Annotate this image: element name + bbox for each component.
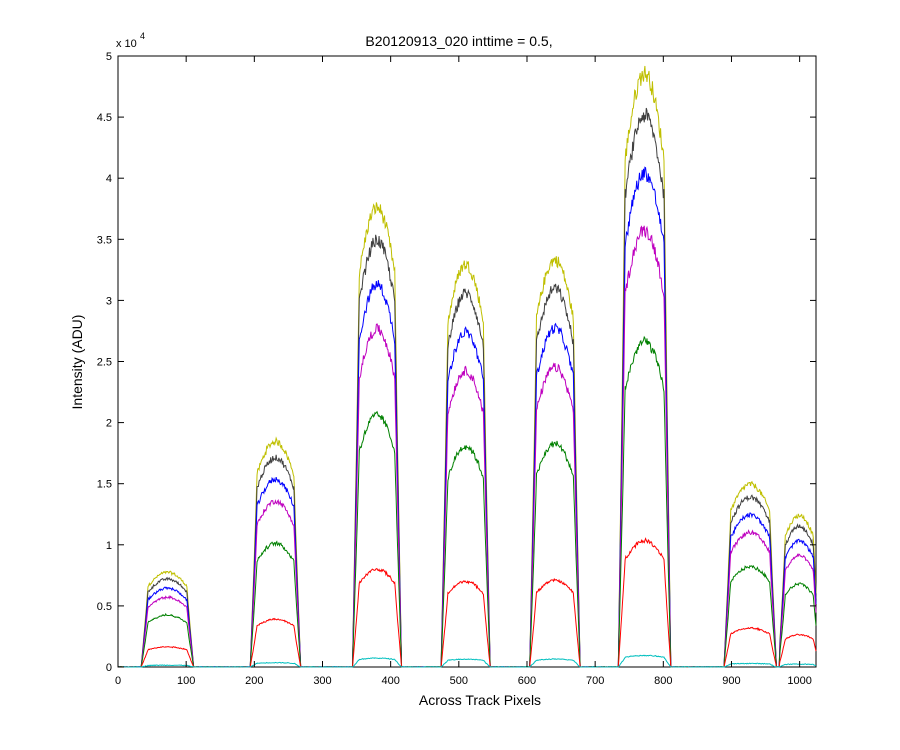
- y-tick-label: 4: [106, 173, 112, 185]
- axes-layer: 0 100 200 300 400 500 600 700 800 900 1000 0 0.5 1 1.5…: [97, 51, 816, 687]
- y-tick-label: 2: [106, 418, 112, 430]
- x-axis-label: Across Track Pixels: [419, 692, 541, 708]
- y-tick-label: 1: [106, 540, 112, 552]
- chart-title: B20120913_020 inttime = 0.5,: [365, 33, 552, 49]
- x-tick-label: 100: [177, 675, 195, 687]
- x-tick-label: 200: [245, 675, 263, 687]
- y-tick-label: 3: [106, 295, 112, 307]
- x-tick-label: 700: [586, 675, 604, 687]
- x-tick-label: 0: [115, 675, 121, 687]
- x-tick-label: 800: [654, 675, 672, 687]
- y-tick-label: 2.5: [97, 357, 112, 369]
- x-tick-label: 500: [450, 675, 468, 687]
- y-tick-label: 0.5: [97, 601, 112, 613]
- series-layer: [117, 65, 817, 668]
- plot-frame: [117, 55, 817, 668]
- x-tick-label: 300: [313, 675, 331, 687]
- series-line-7: [117, 654, 817, 668]
- y-axis-label: Intensity (ADU): [69, 315, 85, 410]
- plot-area: [117, 55, 817, 668]
- y-tick-label: 0: [106, 662, 112, 674]
- y-tick-label: 1.5: [97, 479, 112, 491]
- y-scale-exponent: 4: [140, 31, 145, 41]
- x-tick-label: 400: [381, 675, 399, 687]
- y-scale-base: x 10: [116, 38, 137, 50]
- x-tick-label: 600: [518, 675, 536, 687]
- x-tick-label: 900: [722, 675, 740, 687]
- y-tick-label: 4.5: [97, 112, 112, 124]
- x-tick-label: 1000: [787, 675, 811, 687]
- y-tick-label: 3.5: [97, 234, 112, 246]
- y-tick-label: 5: [106, 51, 112, 63]
